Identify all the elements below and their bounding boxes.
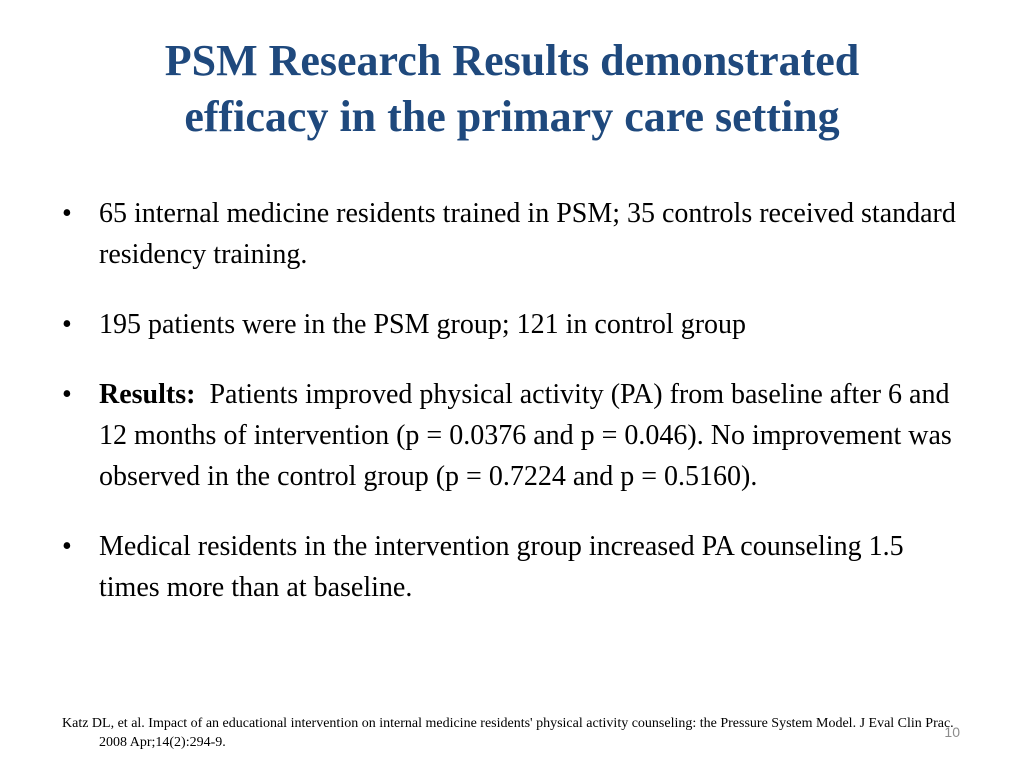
bullet-text: Patients improved physical activity (PA)… — [99, 379, 952, 492]
title-line-2: efficacy in the primary care setting — [184, 92, 840, 141]
bullet-text: 65 internal medicine residents trained i… — [99, 198, 956, 270]
page-number: 10 — [944, 724, 960, 740]
bullet-item: • Medical residents in the intervention … — [62, 526, 962, 608]
bullet-item: • 65 internal medicine residents trained… — [62, 193, 962, 275]
bullet-dot-icon: • — [62, 379, 72, 410]
slide-title: PSM Research Results demonstrated effica… — [40, 33, 984, 145]
bullet-list: • 65 internal medicine residents trained… — [62, 193, 962, 608]
title-line-1: PSM Research Results demonstrated — [164, 36, 860, 85]
bullet-dot-icon: • — [62, 198, 72, 229]
bullet-dot-icon: • — [62, 531, 72, 562]
results-label: Results: — [99, 379, 196, 410]
bullet-item: • Results: Patients improved physical ac… — [62, 374, 962, 497]
bullet-text: Medical residents in the intervention gr… — [99, 531, 904, 603]
bullet-dot-icon: • — [62, 309, 72, 340]
bullet-item: • 195 patients were in the PSM group; 12… — [62, 304, 962, 345]
citation: Katz DL, et al. Impact of an educational… — [62, 716, 954, 750]
bullet-text: 195 patients were in the PSM group; 121 … — [99, 309, 747, 340]
